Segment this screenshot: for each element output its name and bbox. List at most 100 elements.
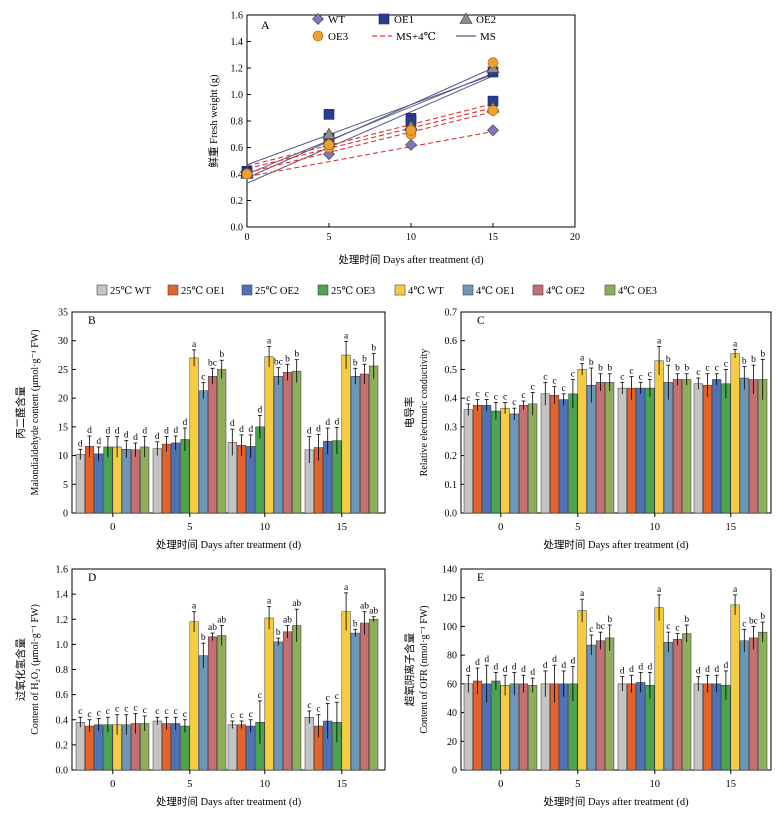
significance-letter: bc xyxy=(596,622,605,632)
significance-letter: b xyxy=(371,343,376,353)
legend-label: OE2 xyxy=(476,14,496,26)
y-tick-label: 0.6 xyxy=(231,143,244,154)
significance-letter: c xyxy=(666,622,670,632)
significance-letter: c xyxy=(705,364,709,374)
significance-letter: b xyxy=(219,350,224,360)
scatter-legend: WT OE1 OE2 OE3 MS+4℃ MS xyxy=(312,12,496,43)
bar xyxy=(236,724,247,771)
bar xyxy=(518,405,529,514)
bar xyxy=(595,382,606,514)
significance-letter: c xyxy=(512,398,516,408)
significance-letter: b xyxy=(742,357,747,367)
panel-letter: E xyxy=(477,572,484,584)
bar xyxy=(595,640,606,771)
y-tick-label: 0.5 xyxy=(445,365,458,376)
significance-letter: c xyxy=(115,705,119,715)
significance-letter: d xyxy=(543,661,548,671)
panel-b-malondialdehyde-bars: B 0 5 10 15 20 25 30 35 丙二醛含量 Malondialdehyde cont… xyxy=(14,308,386,551)
bar xyxy=(359,373,370,514)
significance-letter: a xyxy=(580,354,585,364)
significance-letter: c xyxy=(521,391,525,401)
bar xyxy=(528,685,538,771)
bar xyxy=(189,357,199,514)
bar xyxy=(482,405,492,514)
bar xyxy=(463,683,473,771)
significance-letter: c xyxy=(715,364,719,374)
significance-letter: c xyxy=(485,390,489,400)
significance-letter: d xyxy=(164,427,169,437)
bar xyxy=(292,625,302,771)
significance-letter: b xyxy=(353,358,358,368)
trendline-ms xyxy=(246,67,494,179)
bar xyxy=(540,393,550,514)
x-tick-label: 0 xyxy=(498,522,503,533)
significance-letter: d xyxy=(552,655,557,665)
bar xyxy=(171,442,181,514)
significance-letter: d xyxy=(183,418,188,428)
bar xyxy=(559,399,569,514)
legend-swatch xyxy=(312,30,324,42)
bar xyxy=(663,641,673,771)
significance-letter: d xyxy=(648,662,653,672)
x-tick-label: 5 xyxy=(575,522,580,533)
bar xyxy=(712,683,722,771)
bar xyxy=(152,448,162,514)
bar xyxy=(739,640,749,771)
y-tick-label: 100 xyxy=(442,622,457,633)
bar xyxy=(246,725,256,771)
significance-letter: b xyxy=(684,615,689,625)
significance-letter: c xyxy=(87,710,91,720)
significance-letter: c xyxy=(78,707,82,717)
trendline-ms xyxy=(246,74,494,166)
significance-letter: d xyxy=(142,427,147,437)
bar xyxy=(491,410,501,514)
bar xyxy=(586,384,596,514)
significance-letter: a xyxy=(657,585,662,595)
panel-c-conductivity-bars: C 0.0 0.1 0.2 0.3 0.4 0.5 0.6 0.7 电导率 Relative ele… xyxy=(403,308,772,551)
y-tick-label: 1.6 xyxy=(231,11,244,22)
point-oe3-ms xyxy=(405,124,417,136)
bar xyxy=(217,369,227,514)
significance-letter: ab xyxy=(292,599,301,609)
y-axis-label-cn: 丙二醛含量 xyxy=(14,386,27,439)
significance-letter: a xyxy=(192,340,197,350)
significance-letter: d xyxy=(325,418,330,428)
y-tick-label: 0 xyxy=(63,509,68,520)
significance-letter: d xyxy=(124,431,129,441)
significance-letter: a xyxy=(733,585,738,595)
significance-letter: b xyxy=(276,628,281,638)
panel-letter: D xyxy=(88,572,96,584)
significance-letter: c xyxy=(133,703,137,713)
significance-letter: b xyxy=(285,354,290,364)
bar xyxy=(227,724,237,771)
legend-label: 4℃ WT xyxy=(408,286,444,297)
legend-swatch xyxy=(459,12,473,24)
significance-letter: d xyxy=(512,662,517,672)
significance-letter: d xyxy=(530,668,535,678)
bar xyxy=(282,631,293,771)
bar xyxy=(605,637,615,771)
y-tick-label: 1.4 xyxy=(56,590,69,601)
significance-letter: ab xyxy=(283,616,292,626)
significance-letter: c xyxy=(742,619,746,629)
x-tick-label: 15 xyxy=(337,522,348,533)
bar xyxy=(739,377,749,514)
significance-letter: c xyxy=(696,368,700,378)
bar xyxy=(748,379,759,514)
legend-label: 4℃ OE1 xyxy=(476,286,515,297)
x-axis-label: 处理时间 Days after treatment (d) xyxy=(543,795,689,808)
bar xyxy=(617,683,627,771)
significance-letter: c xyxy=(155,707,159,717)
bar xyxy=(350,632,360,771)
bar xyxy=(549,395,560,514)
significance-letter: b xyxy=(589,358,594,368)
legend-label: 25℃ OE3 xyxy=(331,286,375,297)
significance-letter: d xyxy=(87,426,92,436)
bar xyxy=(500,685,510,771)
bar xyxy=(712,379,722,514)
bar xyxy=(654,607,664,771)
bar xyxy=(198,390,208,514)
significance-letter: d xyxy=(484,655,489,665)
y-tick-label: 0.0 xyxy=(231,223,244,234)
